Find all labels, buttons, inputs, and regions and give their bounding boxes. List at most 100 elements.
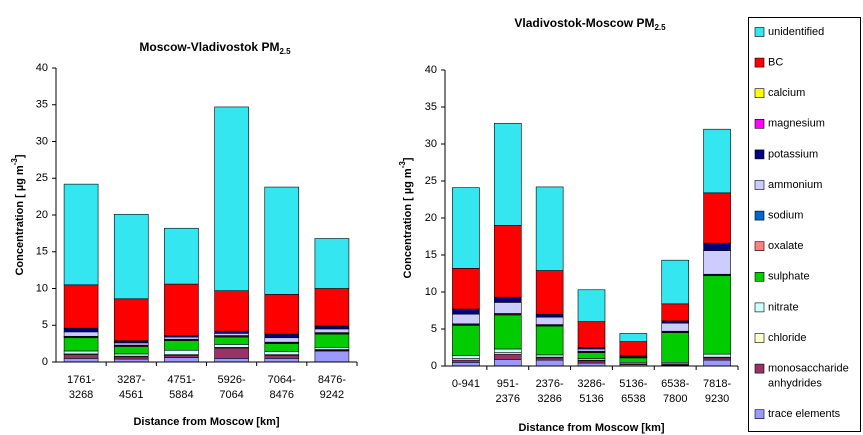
- x-tick-label: 4561: [119, 389, 143, 401]
- bar-segment: [214, 347, 249, 359]
- y-tick-label: 15: [36, 246, 48, 258]
- legend-label: sodium: [768, 210, 803, 222]
- bar-segment: [314, 328, 350, 333]
- y-axis-label: Concentration [ µg m-3]: [398, 157, 414, 278]
- legend-swatch: [754, 210, 765, 221]
- bar-segment: [164, 355, 199, 358]
- y-tick-label: 35: [36, 99, 48, 111]
- y-axis-label-end: ]: [402, 157, 414, 161]
- bar-segment: [703, 192, 731, 244]
- bar-segment: [214, 106, 249, 292]
- bar-segment: [577, 289, 606, 322]
- bar-segment: [264, 294, 300, 335]
- y-tick-label: 20: [425, 212, 437, 224]
- legend-swatch: [754, 57, 765, 68]
- bar-segment: [535, 357, 564, 361]
- y-tick-label: 40: [425, 64, 437, 76]
- legend-label: unidentified: [768, 26, 824, 38]
- y-tick-label: 5: [431, 323, 437, 335]
- bar-segment: [113, 356, 149, 360]
- legend-label: BC: [768, 57, 783, 69]
- bar-segment: [493, 225, 522, 298]
- legend-label: oxalate: [768, 240, 803, 252]
- bar-segment: [113, 346, 149, 355]
- bar-segment: [113, 298, 149, 341]
- legend-swatch: [754, 241, 765, 251]
- x-tick-label: 6538: [621, 393, 645, 405]
- x-tick-label: 4751-: [167, 374, 195, 386]
- bar-segment: [164, 336, 199, 340]
- chart-title-text: Vladivostok-Moscow PM: [514, 16, 654, 30]
- legend-swatch: [754, 409, 765, 420]
- legend-swatch: [754, 180, 765, 190]
- x-tick-label: 3268: [69, 389, 93, 401]
- x-axis-label: Distance from Moscow [km]: [518, 422, 664, 434]
- legend-swatch: [754, 302, 765, 313]
- x-tick-label: 7064-: [268, 374, 296, 386]
- x-tick-label: 2376: [496, 393, 520, 405]
- bar-segment: [264, 355, 300, 359]
- chart-title: Moscow-Vladivostok PM2.5: [139, 40, 291, 56]
- legend-swatch: [754, 27, 765, 37]
- bar-segment: [619, 333, 648, 342]
- chart-title-subscript: 2.5: [279, 47, 291, 56]
- x-tick-label: 2376-: [536, 378, 564, 390]
- bar-segment: [577, 321, 606, 348]
- legend-label: potassium: [768, 148, 818, 160]
- y-axis-label-text: Concentration [ µg m: [402, 168, 414, 278]
- bar-segment: [264, 337, 300, 343]
- bar-segment: [493, 122, 522, 226]
- y-axis-label: Concentration [ µg m-3]: [10, 154, 26, 275]
- bar-segment: [264, 186, 300, 295]
- bar-segment: [452, 359, 480, 363]
- x-tick-label: 3286-: [577, 378, 605, 390]
- bar-segment: [63, 354, 99, 359]
- bar-segment: [113, 340, 149, 344]
- chart-title: Vladivostok-Moscow PM2.5: [514, 16, 666, 32]
- bar-segment: [661, 322, 690, 332]
- legend-label: trace elements: [768, 408, 841, 420]
- bar-segment: [452, 361, 480, 367]
- x-tick-label: 5136: [579, 393, 603, 405]
- legend-swatch: [754, 363, 765, 374]
- bar-segment: [63, 350, 99, 355]
- y-tick-label: 20: [36, 209, 48, 221]
- x-axis-label: Distance from Moscow [km]: [133, 416, 279, 428]
- legend-label: magnesium: [768, 118, 825, 130]
- bar-segment: [703, 242, 731, 251]
- bar-segment: [314, 350, 350, 363]
- bar-segment: [63, 284, 99, 329]
- legend-label: ammonium: [768, 179, 822, 191]
- legend-swatch: [754, 149, 765, 160]
- legend-label: chloride: [768, 332, 807, 344]
- bar-segment: [314, 238, 350, 289]
- y-axis-label-end: ]: [14, 154, 26, 158]
- y-tick-label: 25: [425, 175, 437, 187]
- bar-segment: [264, 343, 300, 353]
- bar-segment: [703, 357, 731, 361]
- bar-segment: [661, 332, 690, 363]
- bar-segment: [493, 353, 522, 360]
- bar-segment: [214, 333, 249, 336]
- x-tick-label: 9242: [320, 389, 344, 401]
- bar-segment: [63, 358, 99, 363]
- y-tick-label: 5: [42, 319, 48, 331]
- legend-swatch: [754, 271, 765, 282]
- x-tick-label: 7064: [219, 389, 243, 401]
- legend-label: sulphate: [768, 271, 810, 283]
- x-tick-label: 7800: [663, 393, 687, 405]
- x-tick-label: 1761-: [67, 374, 95, 386]
- bar-segment: [619, 357, 648, 363]
- bar-segment: [535, 325, 564, 356]
- y-tick-label: 10: [425, 286, 437, 298]
- legend-swatch: [754, 88, 765, 98]
- chart-title-text: Moscow-Vladivostok PM: [139, 40, 279, 54]
- y-tick-label: 10: [36, 282, 48, 294]
- bar-segment: [452, 355, 480, 359]
- legend-box: [748, 17, 861, 432]
- bar-segment: [214, 358, 249, 363]
- bar-segment: [535, 316, 564, 325]
- bar-segment: [214, 344, 249, 348]
